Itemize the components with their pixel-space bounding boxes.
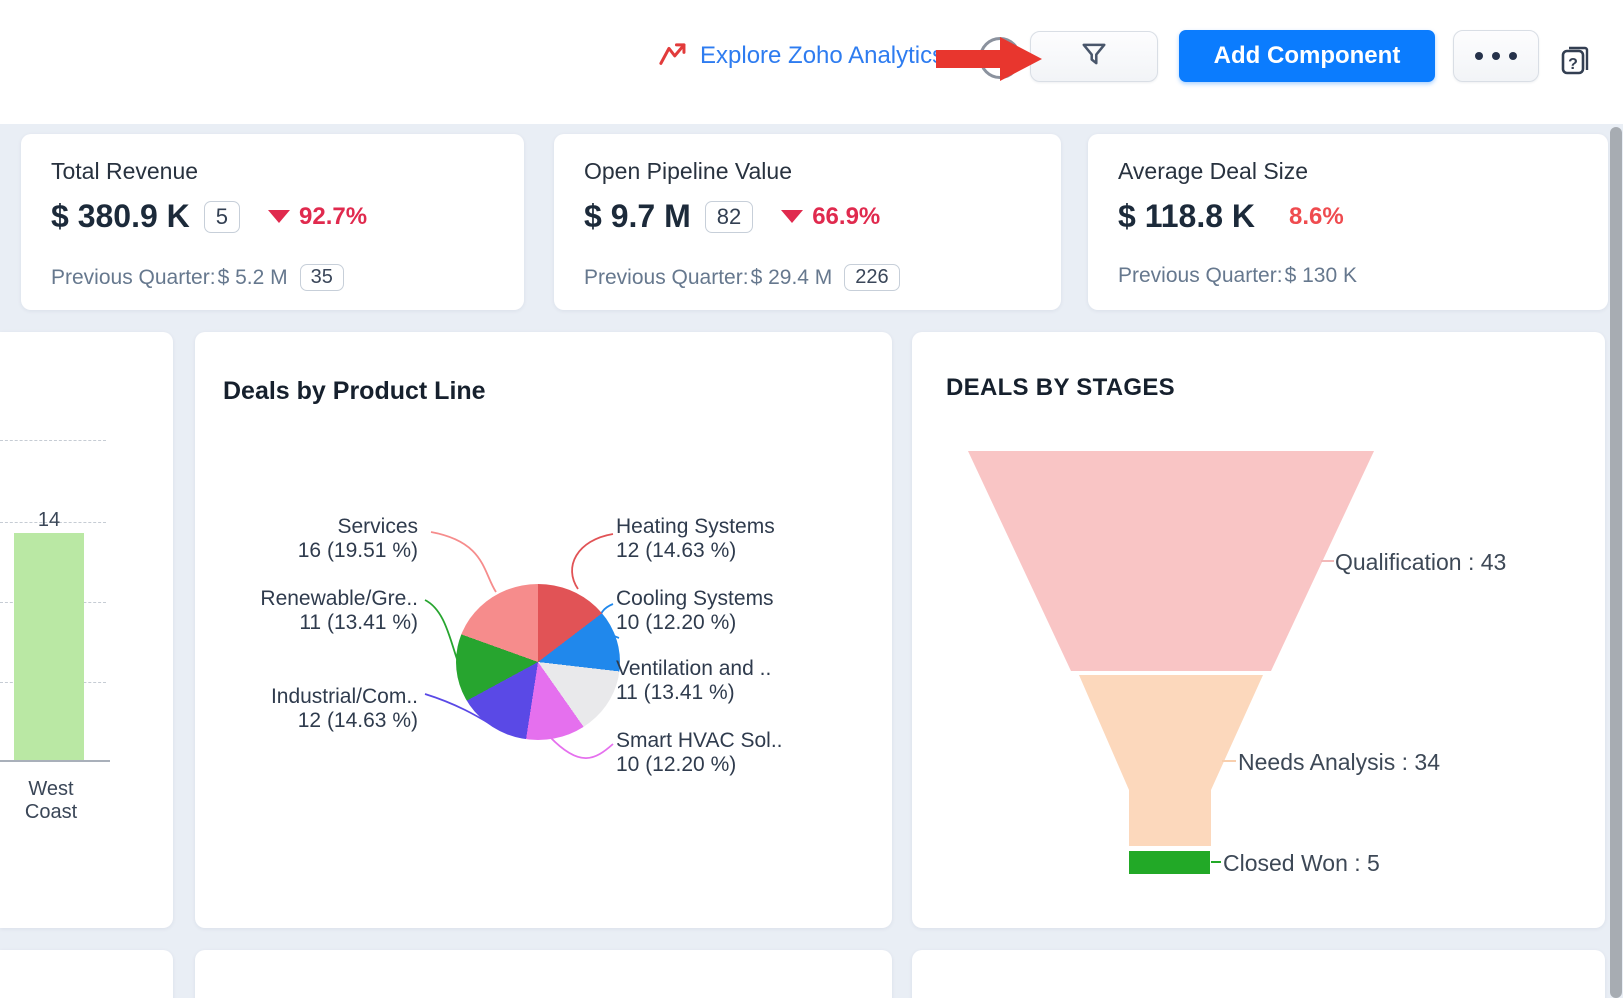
kpi-delta: 8.6% [1289,202,1344,230]
vertical-scrollbar[interactable] [1610,127,1622,998]
kpi-card-open-pipeline-value[interactable]: Open Pipeline Value $ 9.7 M 82 66.9% Pre… [554,134,1061,310]
bar-value-label: 14 [37,509,61,531]
header-bar: Explore Zoho Analytics Add Component [0,0,1623,124]
add-component-button[interactable]: Add Component [1179,30,1435,82]
kpi-value: $ 118.8 K [1118,198,1255,234]
help-icon[interactable]: ? [1556,40,1594,78]
more-options-button[interactable] [1453,30,1539,82]
pie-label-heating: Heating Systems 12 (14.63 %) [616,515,775,562]
filter-button[interactable] [1030,31,1158,82]
explore-zoho-analytics-link[interactable]: Explore Zoho Analytics [656,38,944,73]
bar-west-coast[interactable] [14,533,84,760]
kpi-card-total-revenue[interactable]: Total Revenue $ 380.9 K 5 92.7% Previous… [21,134,524,310]
kpi-prev-value: $ 5.2 M [217,265,288,289]
x-axis-category-label: West Coast [24,778,78,823]
pie-label-services: Services 16 (19.51 %) [297,515,418,562]
kpi-count-badge: 82 [704,200,754,233]
pie-chart[interactable] [456,584,620,740]
partial-card-bottom-right[interactable] [912,950,1605,998]
explore-link-label: Explore Zoho Analytics [700,41,945,69]
funnel-label-closed-won: Closed Won : 5 [1223,850,1380,876]
funnel-chart[interactable] [912,332,1605,928]
kpi-prev-value: $ 130 K [1284,264,1357,287]
funnel-chart-title: DEALS BY STAGES [946,374,1175,401]
pie-chart-card[interactable]: Deals by Product Line Services 16 (19.51 … [195,332,892,928]
x-axis [0,760,110,762]
annotation-red-arrow-icon [928,29,1048,94]
pie-label-cooling: Cooling Systems 10 (12.20 %) [616,587,774,634]
bar-chart-card[interactable]: 14 West Coast [0,332,173,928]
gridline [0,440,106,441]
kpi-title: Open Pipeline Value [584,158,792,184]
kpi-prev-label: Previous Quarter: [1118,264,1283,287]
kpi-prev-badge: 35 [299,264,344,291]
funnel-label-needs-analysis: Needs Analysis : 34 [1238,749,1441,775]
gridline [0,522,106,523]
kpi-prev-value: $ 29.4 M [750,265,833,289]
kpi-prev-badge: 226 [844,264,900,291]
pie-label-renewable: Renewable/Gre.. 11 (13.41 %) [260,587,418,634]
pie-label-ventilation: Ventilation and .. 11 (13.41 %) [616,657,772,704]
add-component-label: Add Component [1213,42,1401,69]
kpi-title: Average Deal Size [1118,158,1309,184]
partial-card-bottom-left[interactable] [0,950,173,998]
down-triangle-icon [268,210,291,223]
partial-card-bottom-middle[interactable] [195,950,892,998]
down-triangle-icon [781,210,804,223]
funnel-label-qualification: Qualification : 43 [1335,549,1507,575]
kpi-value: $ 380.9 K [51,198,190,234]
funnel-chart-card[interactable]: DEALS BY STAGES Qualification : 43 Needs… [912,332,1605,928]
pie-label-smart-hvac: Smart HVAC Sol.. 10 (12.20 %) [616,729,783,776]
kpi-prev-label: Previous Quarter: [51,265,216,289]
kpi-title: Total Revenue [51,158,199,184]
kpi-delta: 66.9% [812,202,881,230]
pie-label-industrial: Industrial/Com.. 12 (14.63 %) [270,685,418,732]
kpi-card-average-deal-size[interactable]: Average Deal Size $ 118.8 K 8.6% Previou… [1088,134,1608,310]
pie-chart-title: Deals by Product Line [223,377,486,405]
svg-text:?: ? [1568,56,1578,73]
ellipsis-icon [1475,52,1517,60]
kpi-prev-label: Previous Quarter: [584,265,749,289]
kpi-value: $ 9.7 M [584,198,691,234]
zoho-analytics-icon [656,38,690,73]
kpi-delta: 92.7% [299,202,368,230]
filter-funnel-icon [1078,38,1110,75]
kpi-count-badge: 5 [203,200,241,233]
